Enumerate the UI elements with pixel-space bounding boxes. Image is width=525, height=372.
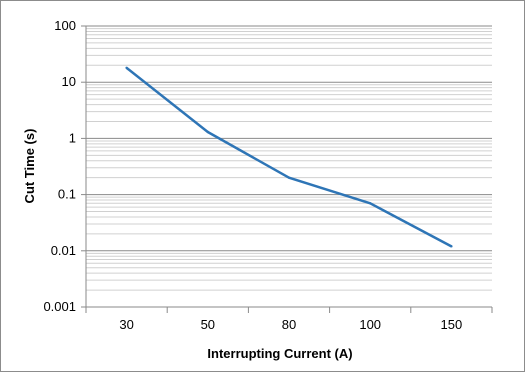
- y-axis-title: Cut Time (s): [22, 129, 37, 204]
- x-tick-label: 100: [359, 317, 381, 332]
- x-axis-title: Interrupting Current (A): [207, 346, 352, 361]
- data-point: [206, 130, 209, 134]
- grid-layer: [86, 25, 492, 308]
- series-layer: [125, 66, 453, 248]
- x-tick-label: 80: [282, 317, 296, 332]
- y-tick-label: 1: [69, 130, 76, 145]
- label-layer: 100 10 1 0.1 0.01 0.001 30 50 80 100 150: [43, 18, 462, 332]
- y-tick-label: 0.01: [51, 243, 76, 258]
- data-point: [125, 66, 128, 70]
- x-tick-label: 30: [119, 317, 133, 332]
- y-tick-label: 100: [54, 18, 76, 33]
- data-point: [450, 245, 453, 248]
- x-tick-label: 50: [201, 317, 215, 332]
- y-tick-label: 0.1: [58, 187, 76, 202]
- y-tick-label: 10: [62, 74, 76, 89]
- x-tick-label: 150: [441, 317, 463, 332]
- axes-layer: [81, 25, 493, 313]
- data-point: [287, 176, 291, 179]
- y-tick-label: 0.001: [43, 299, 76, 314]
- data-point: [369, 202, 372, 205]
